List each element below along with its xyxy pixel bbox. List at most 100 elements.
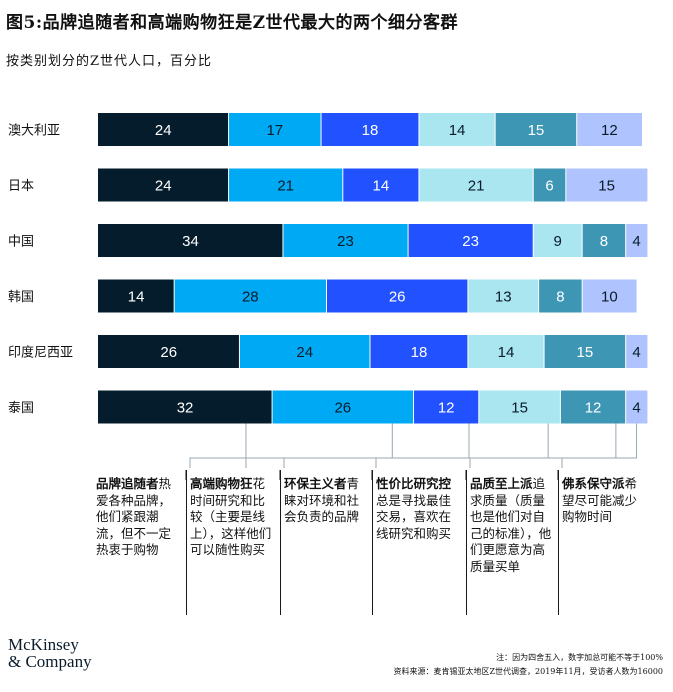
page-subtitle: 按类别划分的Z世代人口，百分比	[6, 54, 213, 69]
data-label: 21	[468, 178, 485, 195]
annotation-body: 花时间研究和比较（主要是线上），这样他们可以随性购买	[190, 476, 272, 557]
annotation-brand-follower: 品牌追随者热爱各种品牌，他们紧跟潮流，但不一定热衷于购物	[96, 476, 180, 559]
bar-segment	[560, 390, 626, 424]
data-label: 26	[389, 289, 406, 306]
data-label: 15	[511, 400, 528, 417]
data-label: 23	[337, 233, 354, 250]
annotation-title: 品牌追随者	[96, 476, 159, 491]
category-label: 澳大利亚	[8, 123, 60, 139]
data-label: 18	[362, 122, 379, 139]
bar-segment	[98, 335, 240, 368]
data-label: 4	[632, 344, 640, 361]
source-note: 资料来源：麦肯锡亚太地区Z世代调查，2019年11月，受访者人数为16000	[393, 667, 663, 676]
bar-segment	[272, 390, 414, 424]
page-title: 图5:品牌追随者和高端购物狂是Z世代最大的两个细分客群	[6, 13, 459, 33]
bar-segment	[565, 168, 648, 202]
data-label: 21	[277, 178, 294, 195]
data-label: 13	[495, 289, 512, 306]
divider-4	[466, 470, 467, 615]
footnote: 注：因为四舍五入，数字加总可能不等于100%	[496, 653, 663, 662]
data-label: 26	[160, 344, 177, 361]
bar-segment	[582, 224, 626, 257]
bar-segment	[495, 113, 577, 146]
bar-segment	[467, 279, 539, 313]
bar-segment	[544, 335, 626, 368]
bar-segment	[418, 168, 534, 202]
data-label: 23	[462, 233, 479, 250]
bar-segment	[478, 390, 561, 424]
annotation-title: 佛系保守派	[562, 476, 625, 491]
data-label: 12	[585, 400, 602, 417]
leader-line	[283, 423, 470, 468]
leader-line	[469, 423, 617, 468]
mckinsey-logo: McKinsey & Company	[8, 636, 92, 670]
annotation-conservative: 佛系保守派希望尽可能减少购物时间	[562, 476, 646, 526]
annotation-body: 希望尽可能减少购物时间	[562, 476, 638, 524]
bar-segment	[582, 279, 637, 313]
bar-segment	[342, 168, 419, 202]
bar-segment	[418, 113, 496, 146]
category-label: 印度尼西亚	[8, 345, 73, 361]
annotation-title: 性价比研究控	[376, 476, 452, 491]
annotation-body: 追求质量（质量也是他们对自己的标准），他们更愿意为高质量买单	[470, 476, 552, 574]
bar-segment	[98, 168, 229, 202]
bar-segment	[228, 113, 322, 146]
annotation-body: 热爱各种品牌，他们紧跟潮流，但不一定热衷于购物	[96, 476, 172, 557]
data-label: 24	[155, 178, 172, 195]
bar-segment	[228, 168, 343, 202]
data-label: 12	[601, 122, 618, 139]
bar-segment	[533, 224, 583, 257]
logo-line-2: & Company	[8, 652, 92, 671]
bar-segment	[370, 335, 468, 368]
data-label: 24	[296, 344, 313, 361]
annotation-title: 品质至上派	[470, 476, 533, 491]
data-label: 4	[632, 233, 640, 250]
data-label: 10	[601, 289, 618, 306]
category-label: 泰国	[8, 401, 34, 416]
bar-segment	[625, 335, 648, 368]
bar-segment	[576, 113, 642, 146]
bar-segment	[282, 224, 409, 257]
stacked-bar-chart: 澳大利亚 24 17 18 14 15 12 日本 24 21 14 21 6 15 中国 34 23 23 9 8 4…	[8, 113, 648, 480]
leader-line	[375, 423, 549, 468]
category-label: 中国	[8, 235, 34, 250]
bar-segment	[239, 335, 370, 368]
data-label: 4	[632, 400, 640, 417]
data-label: 15	[528, 122, 545, 139]
data-label: 8	[556, 289, 564, 306]
data-label: 26	[334, 400, 351, 417]
bar-segment	[321, 113, 419, 146]
divider-3	[372, 470, 373, 615]
logo-line-1: McKinsey	[8, 635, 79, 654]
data-label: 17	[266, 122, 283, 139]
divider-5	[558, 470, 559, 615]
data-label: 24	[155, 122, 172, 139]
leader-line	[561, 423, 638, 468]
data-label: 18	[411, 344, 428, 361]
bar-segment	[98, 224, 283, 257]
divider-2	[280, 470, 281, 615]
category-label: 韩国	[8, 290, 34, 305]
annotation-body: 总是寻找最佳交易，喜欢在线研究和购买	[376, 492, 452, 541]
bar-segment	[467, 335, 545, 368]
data-label: 14	[498, 344, 515, 361]
divider-1	[186, 470, 187, 615]
bar-segment	[533, 168, 566, 202]
bar-segment	[98, 390, 273, 424]
bar-segment	[625, 390, 648, 424]
bar-segment	[625, 224, 648, 257]
annotation-value-researcher: 性价比研究控总是寻找最佳交易，喜欢在线研究和购买	[376, 476, 460, 542]
data-label: 28	[242, 289, 259, 306]
bar-segment	[413, 390, 479, 424]
bar-segment	[174, 279, 327, 313]
annotation-premium-shopper: 高端购物狂花时间研究和比较（主要是线上），这样他们可以随性购买	[190, 476, 276, 559]
data-label: 15	[598, 178, 615, 195]
bar-segment	[408, 224, 534, 257]
data-label: 8	[600, 233, 608, 250]
bar-segment	[326, 279, 468, 313]
data-label: 14	[128, 289, 145, 306]
data-label: 14	[449, 122, 466, 139]
data-label: 34	[182, 233, 199, 250]
annotation-eco-advocate: 环保主义者青睐对环境和社会负责的品牌	[284, 476, 368, 526]
data-label: 32	[177, 400, 194, 417]
